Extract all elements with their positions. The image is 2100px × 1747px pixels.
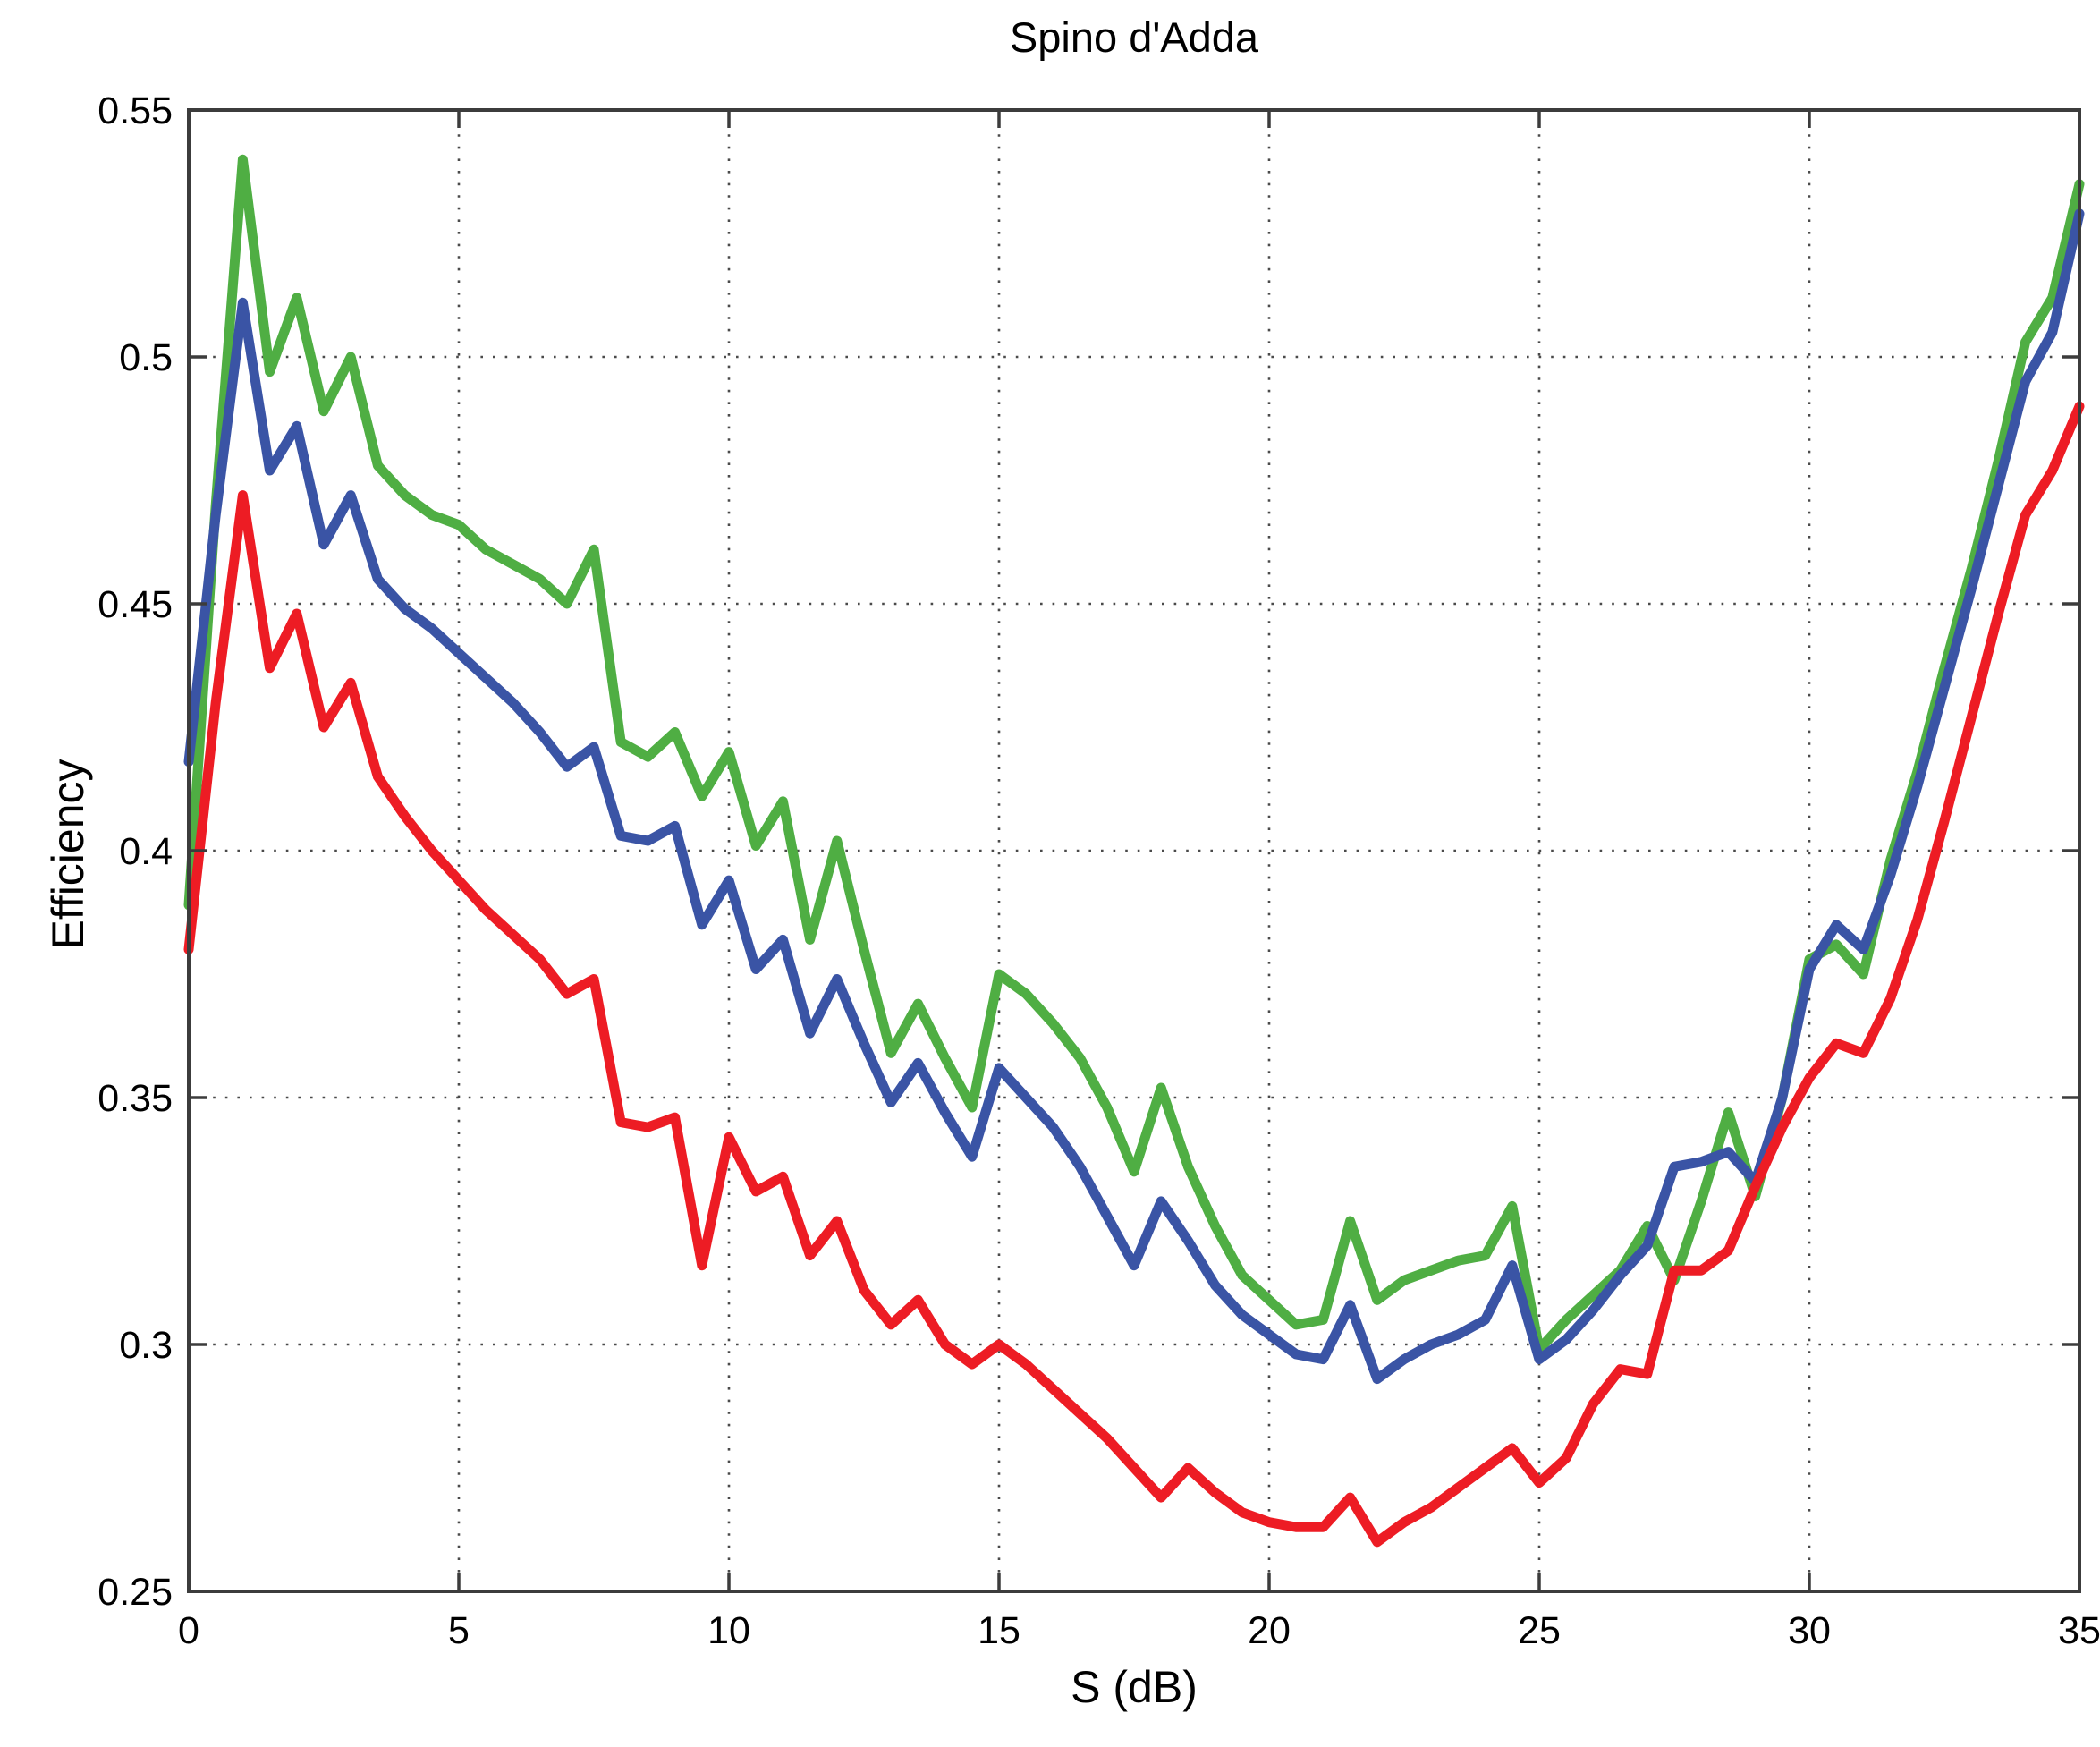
x-tick-label: 20 [1248, 1609, 1291, 1652]
x-tick-label: 0 [178, 1609, 199, 1652]
y-tick-label: 0.4 [119, 830, 173, 873]
y-tick-label: 0.5 [119, 336, 173, 379]
green-curve [183, 154, 2085, 1354]
x-axis-label: S (dB) [1071, 1662, 1198, 1712]
x-tick-label: 10 [707, 1609, 750, 1652]
x-tick-label: 35 [2058, 1609, 2100, 1652]
y-tick-label: 0.3 [119, 1324, 173, 1367]
y-tick-label: 0.35 [97, 1077, 173, 1120]
red-curve [183, 401, 2085, 1548]
y-tick-label: 0.45 [97, 583, 173, 626]
y-tick-label: 0.25 [97, 1571, 173, 1614]
y-axis-label: Efficiency [43, 759, 93, 950]
x-tick-label: 25 [1518, 1609, 1561, 1652]
x-tick-label: 5 [448, 1609, 470, 1652]
blue-curve [183, 208, 2085, 1385]
x-tick-label: 15 [978, 1609, 1020, 1652]
chart-title: Spino d'Adda [1009, 13, 1259, 61]
x-tick-label: 30 [1788, 1609, 1831, 1652]
y-tick-label: 0.55 [97, 89, 173, 132]
